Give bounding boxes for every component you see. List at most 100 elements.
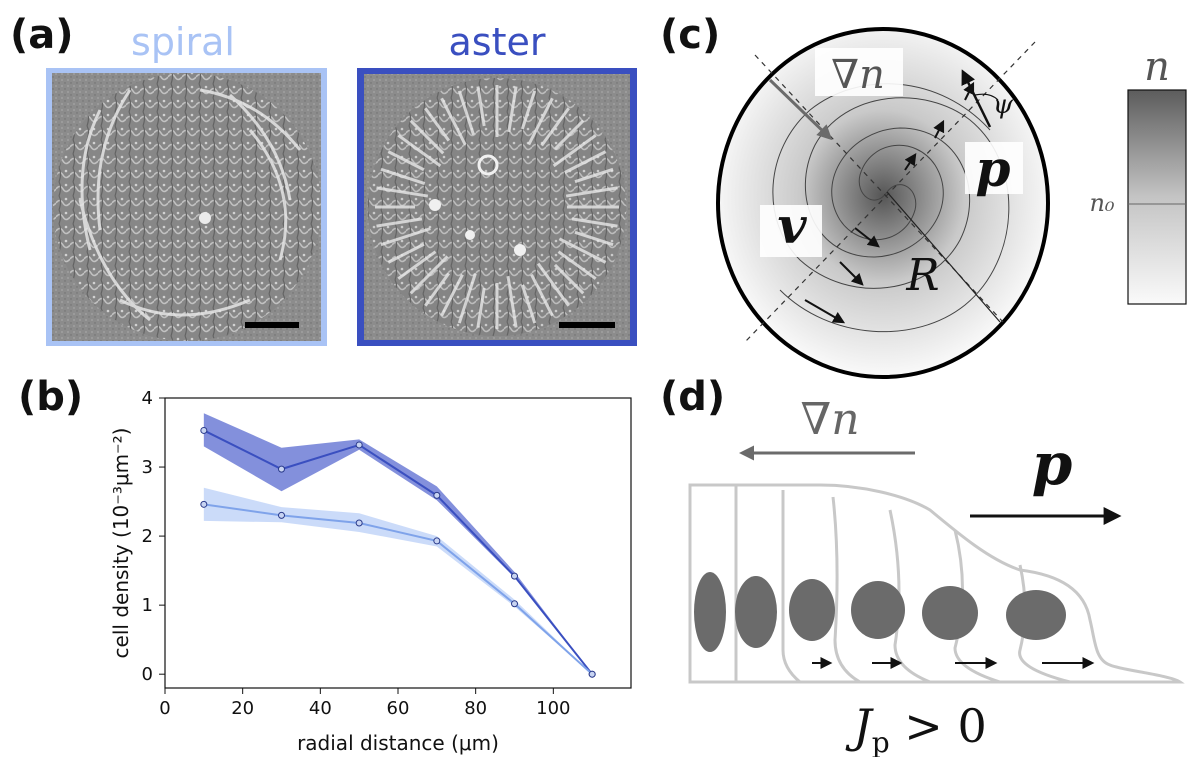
series-0-point: [200, 426, 208, 434]
chart-points: [200, 426, 596, 678]
aster-ray: [457, 90, 475, 136]
p-vector-label: p: [976, 139, 1011, 198]
series-0-point: [433, 491, 441, 499]
aster-ray: [387, 242, 425, 264]
series-1-point: [588, 670, 596, 678]
colorbar-mid-label: n₀: [1089, 189, 1114, 217]
series-1-point: [355, 519, 363, 527]
y-tick-label: 1: [142, 595, 153, 616]
x-ticks: 0 20 40 60 80 100: [159, 688, 571, 719]
panel-d-label: (d): [660, 374, 725, 420]
aster-ray: [424, 107, 451, 142]
panel-c-label: (c): [660, 12, 720, 58]
series-1-point: [511, 600, 518, 608]
panel-a: (a) spiral aster: [10, 12, 637, 346]
panel-a-label: (a): [10, 12, 74, 58]
colorbar-max-label: n: [1144, 44, 1170, 90]
nuclei: [694, 572, 1066, 652]
series-0-point: [278, 465, 285, 473]
aster-ray: [507, 86, 518, 133]
x-tick-label: 60: [387, 698, 410, 719]
panel-d: (d) ∇n p Jp >: [660, 374, 1185, 757]
grad-n-label: ∇n: [831, 52, 885, 98]
chart-bands: [203, 413, 593, 675]
aster-ray: [565, 186, 618, 198]
series-0-point: [511, 572, 518, 580]
panel-c: (c) ∇n p v R ψ: [660, 12, 1187, 379]
aster-ray: [553, 119, 585, 151]
aster-ray: [536, 262, 570, 307]
x-tick-label: 0: [159, 698, 170, 719]
aster-ray: [476, 86, 486, 127]
y-axis-label: cell density (10⁻³μm⁻²): [109, 428, 133, 659]
aster-ray: [530, 274, 554, 317]
aster-ray: [387, 150, 425, 172]
aster-ray: [564, 150, 607, 174]
spiral-scale-bar: [245, 322, 299, 328]
y-tick-label: 2: [142, 526, 153, 547]
aster-ray: [376, 217, 423, 228]
series-0-line: [203, 429, 593, 675]
aster-ray: [397, 134, 442, 168]
aster-ray: [376, 186, 429, 198]
aster-ray: [457, 273, 477, 324]
aster-ray: [397, 250, 437, 280]
series-1-band: [203, 487, 593, 675]
series-0-band: [203, 413, 593, 675]
aster-ray: [553, 263, 585, 295]
aster-ray: [571, 217, 618, 228]
y-tick-label: 3: [142, 457, 153, 478]
series-0-point: [355, 441, 363, 449]
tissue-outline: [688, 483, 1185, 684]
spiral-micrograph: [46, 68, 327, 346]
x-tick-label: 20: [231, 698, 254, 719]
psi-arc: [974, 93, 999, 101]
density-colorbar: n n₀: [1089, 44, 1187, 305]
psi-label: ψ: [993, 90, 1014, 120]
aster-ray: [520, 90, 537, 130]
flux-condition: Jp > 0: [845, 699, 986, 757]
series-1-point: [200, 500, 208, 508]
p-vector-label-d: p: [1032, 430, 1073, 498]
y-tick-label: 0: [142, 664, 153, 685]
aster-scale-bar: [559, 322, 615, 328]
aster-ray: [440, 274, 464, 317]
aster-ray: [558, 237, 607, 264]
aster-ray: [552, 134, 597, 168]
spiral-streamlines: [772, 83, 1010, 333]
aster-ray: [440, 97, 467, 146]
grad-n-label-d: ∇n: [800, 394, 859, 445]
aster-ray: [574, 230, 614, 247]
radius-label: R: [905, 250, 939, 301]
aster-ray: [557, 250, 597, 280]
v-vector-label: v: [777, 196, 807, 255]
aster-ray: [409, 255, 449, 295]
aster-title: aster: [449, 20, 546, 64]
x-tick-label: 40: [309, 698, 332, 719]
series-1-point: [433, 537, 441, 545]
aster-ray: [380, 167, 426, 185]
aster-ray: [520, 284, 537, 324]
x-tick-label: 80: [464, 698, 487, 719]
series-1-line: [203, 503, 593, 675]
y-ticks: 0 1 2 3 4: [142, 388, 165, 685]
aster-ray: [527, 97, 554, 146]
psi-arrow: [961, 69, 992, 128]
aster-ray: [476, 287, 486, 328]
aster-ray: [409, 119, 445, 155]
spiral-title: spiral: [131, 20, 235, 64]
series-1-point: [278, 511, 285, 519]
x-axis-label: radial distance (μm): [297, 731, 499, 755]
radius-line: [886, 191, 1001, 323]
aster-ray: [540, 107, 570, 147]
panel-b-label: (b): [18, 374, 83, 420]
chart-lines: [203, 429, 593, 675]
aster-micrograph: [357, 68, 637, 346]
polarity-arrows: [804, 81, 975, 324]
disk-outline: [716, 27, 1050, 379]
aster-ray: [574, 167, 614, 184]
panel-b: (b) 0 20 40 60 80 100 0 1 2 3 4 radial distance (…: [18, 374, 632, 755]
grad-arrow: [768, 78, 833, 141]
